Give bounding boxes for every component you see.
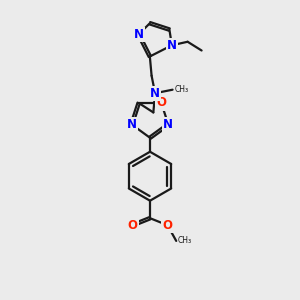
Text: CH₃: CH₃ [178,236,192,245]
Text: O: O [156,97,166,110]
Text: N: N [150,87,160,100]
Text: N: N [163,118,173,131]
Text: O: O [128,219,137,232]
Text: N: N [134,28,144,41]
Text: CH₃: CH₃ [174,85,188,94]
Text: O: O [163,219,172,232]
Text: N: N [167,39,177,52]
Text: N: N [127,118,137,131]
